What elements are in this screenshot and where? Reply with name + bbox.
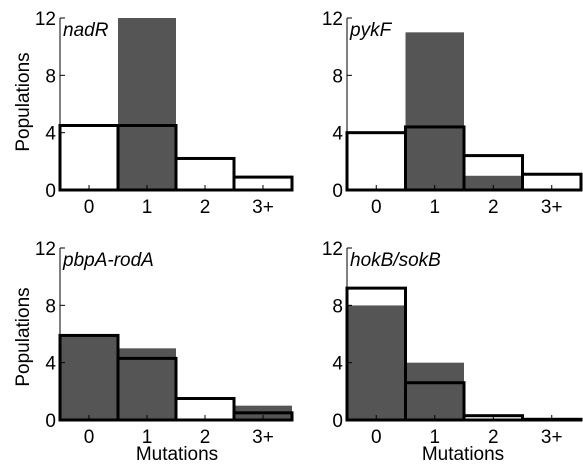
y-tick-label: 0 [332, 411, 343, 432]
y-tick-label: 12 [322, 9, 343, 30]
y-tick-label: 8 [45, 66, 56, 87]
y-axis-label-top: Populations [13, 52, 34, 151]
y-tick-label: 12 [322, 239, 343, 260]
y-tick-label: 8 [332, 66, 343, 87]
x-tick-label: 0 [371, 427, 382, 448]
x-tick-label: 1 [429, 427, 440, 448]
observed-bar [60, 334, 118, 420]
x-tick-label: 1 [429, 197, 440, 218]
observed-bar [118, 348, 176, 420]
x-tick-label: 1 [142, 427, 153, 448]
expected-bar-fill [177, 158, 233, 190]
observed-bar [118, 18, 176, 190]
panel-title: nadR [63, 20, 109, 41]
y-axis-label-bottom: Populations [13, 287, 34, 386]
y-tick-label: 4 [332, 124, 343, 145]
panel-title: hokB/sokB [350, 250, 441, 271]
x-axis-label-left: Mutations [136, 444, 218, 465]
x-tick-label: 0 [84, 427, 95, 448]
expected-bar-fill [465, 155, 521, 176]
x-tick-label: 1 [142, 197, 153, 218]
x-tick-label: 0 [371, 197, 382, 218]
y-tick-label: 4 [45, 124, 56, 145]
expected-bar-fill [177, 398, 233, 420]
expected-bar-fill [348, 132, 404, 190]
expected-bar-fill [61, 125, 117, 190]
panel-title: pbpA-rodA [62, 250, 154, 271]
y-tick-label: 0 [45, 181, 56, 202]
expected-bar-fill [348, 288, 404, 306]
x-tick-label: 2 [488, 427, 499, 448]
x-tick-label: 2 [200, 197, 211, 218]
x-tick-label: 2 [488, 197, 499, 218]
panel-title: pykF [349, 20, 393, 41]
expected-bar-fill [235, 177, 291, 190]
x-tick-label: 3+ [541, 427, 563, 448]
y-tick-label: 8 [332, 296, 343, 317]
y-tick-label: 4 [332, 354, 343, 375]
x-tick-label: 0 [84, 197, 95, 218]
y-tick-label: 4 [45, 354, 56, 375]
y-tick-label: 8 [45, 296, 56, 317]
x-tick-label: 3+ [541, 197, 563, 218]
y-tick-label: 12 [35, 9, 56, 30]
x-tick-label: 3+ [252, 197, 274, 218]
observed-bar [405, 32, 464, 191]
y-tick-label: 0 [45, 411, 56, 432]
x-axis-label-right: Mutations [422, 444, 504, 465]
observed-bar [464, 175, 523, 190]
observed-bar [405, 362, 464, 420]
x-tick-label: 2 [200, 427, 211, 448]
expected-bar-fill [524, 174, 580, 190]
y-tick-label: 12 [35, 239, 56, 260]
x-tick-label: 3+ [252, 427, 274, 448]
y-tick-label: 0 [332, 181, 343, 202]
observed-bar [347, 305, 406, 420]
